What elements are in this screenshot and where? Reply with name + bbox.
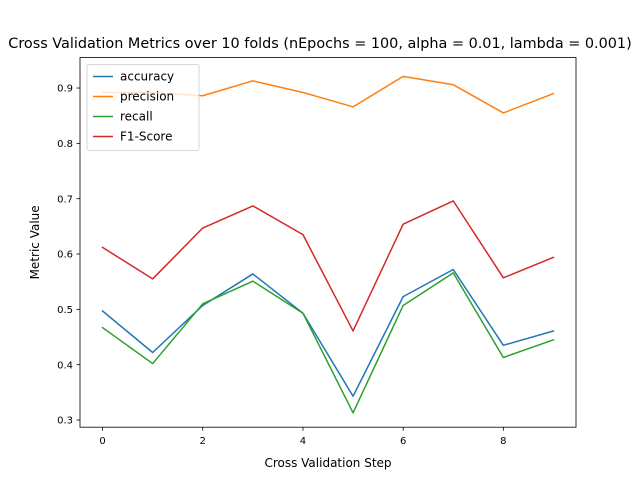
x-tick-label: 8 <box>500 436 506 447</box>
legend: accuracy precision recall F1-Score <box>86 64 200 151</box>
legend-label: precision <box>120 90 174 104</box>
x-tick-label: 6 <box>400 436 406 447</box>
chart-title: Cross Validation Metrics over 10 folds (… <box>8 36 631 52</box>
y-tick-label: 0.3 <box>57 416 73 427</box>
legend-label: accuracy <box>120 70 174 84</box>
axis-ticks: 0 2 4 6 8 0.3 0.4 0.5 0.6 0.7 0.8 0.9 <box>57 84 506 448</box>
x-tick-label: 0 <box>99 436 105 447</box>
y-tick-label: 0.4 <box>57 360 73 371</box>
x-axis-label: Cross Validation Step <box>264 456 391 470</box>
y-axis-label: Metric Value <box>28 205 42 279</box>
series-line-recall <box>101 272 555 414</box>
axes-frame <box>79 57 577 428</box>
series-line-f1-score <box>101 200 555 332</box>
y-tick-label: 0.8 <box>57 139 73 150</box>
y-tick-label: 0.5 <box>57 305 73 316</box>
x-tick-label: 2 <box>200 436 206 447</box>
series-line-accuracy <box>101 268 555 397</box>
legend-box <box>86 64 200 151</box>
legend-label: recall <box>120 110 153 124</box>
legend-label: F1-Score <box>120 130 172 144</box>
y-tick-label: 0.7 <box>57 194 73 205</box>
x-tick-label: 4 <box>300 436 306 447</box>
y-tick-label: 0.9 <box>57 84 73 95</box>
y-tick-label: 0.6 <box>57 250 73 261</box>
